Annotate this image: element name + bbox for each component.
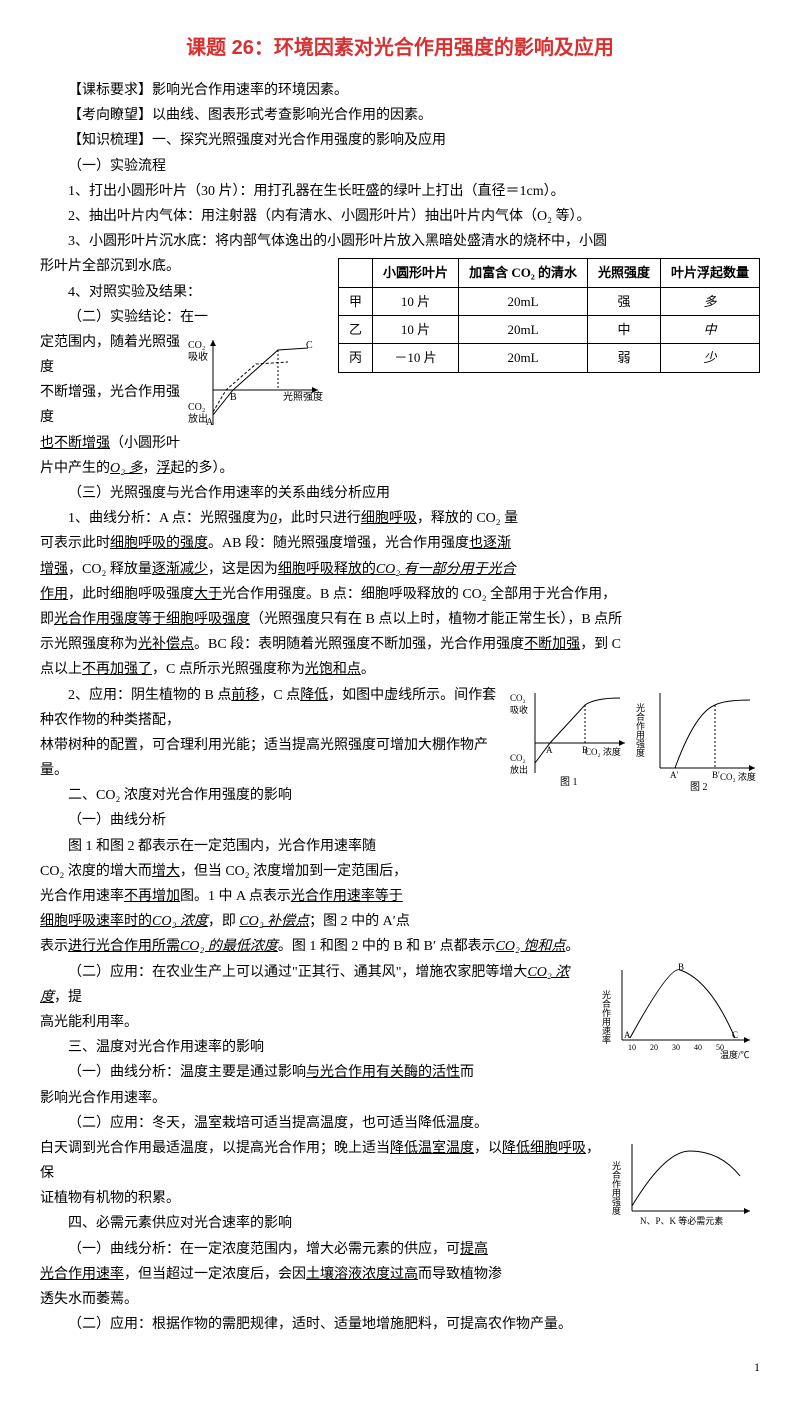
svg-text:20: 20 <box>650 1043 658 1052</box>
sec4-1c: 透失水而萎蔫。 <box>40 1287 760 1312</box>
step2: 2、抽出叶片内气体：用注射器（内有清水、小圆形叶片）抽出叶片内气体（O₂ 等）。 <box>40 204 760 229</box>
svg-text:A: A <box>624 1030 631 1040</box>
svg-text:A′: A′ <box>670 770 678 780</box>
chart-co2: CO₂ 吸收 CO₂ 放出 A B CO₂ 浓度 图 1 光合作用强度 A′ B… <box>510 683 760 793</box>
svg-text:放出: 放出 <box>188 412 208 425</box>
svg-text:C: C <box>306 340 313 351</box>
th1: 小圆形叶片 <box>373 259 459 287</box>
req: 【课标要求】影响光合作用速率的环境因素。 <box>40 78 760 103</box>
sec3-1b: 影响光合作用速率。 <box>40 1086 760 1111</box>
svg-text:CO₂: CO₂ <box>510 753 526 763</box>
sec4-1b: 光合作用速率，但当超过一定浓度后，会因土壤溶液浓度过高而导致植物渗 <box>40 1262 760 1287</box>
table-row: 乙 10 片 20mL 中 中 <box>339 316 760 344</box>
conclusion-c: 不断增强，光合作用强度 <box>40 380 760 430</box>
svg-text:温度/℃: 温度/℃ <box>720 1049 750 1060</box>
th2: 加富含 CO₂ 的清水 <box>459 259 588 287</box>
table-row: 甲 10 片 20mL 强 多 <box>339 287 760 315</box>
sec1: 【知识梳理】一、探究光照强度对光合作用强度的影响及应用 <box>40 128 760 153</box>
sec2-1b: CO₂ 浓度的增大而增大，但当 CO₂ 浓度增加到一定范围后， <box>40 859 760 884</box>
svg-text:吸收: 吸收 <box>188 350 208 363</box>
svg-text:B′: B′ <box>712 770 720 780</box>
step1: 1、打出小圆形叶片（30 片）：用打孔器在生长旺盛的绿叶上打出（直径＝1cm）。 <box>40 179 760 204</box>
curve1f: 示光照强度称为光补偿点。BC 段：表明随着光照强度不断加强，光合作用强度不断加强… <box>40 632 760 657</box>
sec1-1: （一）实验流程 <box>40 154 760 179</box>
svg-text:CO₂: CO₂ <box>188 402 205 413</box>
table-row: 丙 －10 片 20mL 弱 少 <box>339 344 760 372</box>
sec2-1a: 图 1 和图 2 都表示在一定范围内，光合作用速率随 <box>40 834 760 859</box>
th3: 光照强度 <box>587 259 660 287</box>
svg-text:图 1: 图 1 <box>560 776 578 788</box>
chart-temperature: 光合作用速率 10 20 30 40 50 温度/℃ A B C <box>600 960 760 1060</box>
svg-text:CO₂ 浓度: CO₂ 浓度 <box>720 771 756 782</box>
svg-text:C: C <box>732 1030 738 1040</box>
svg-text:光合作用强度: 光合作用强度 <box>611 1160 621 1216</box>
conclusion-d: 也不断增强（小圆形叶片中产生的O₂ 多，浮起的多）。 <box>40 431 760 481</box>
sec3-1: （一）曲线分析：温度主要是通过影响与光合作用有关酶的活性而 <box>40 1060 760 1085</box>
curve1b: 可表示此时细胞呼吸的强度。AB 段：随光照强度增强，光合作用强度也逐渐 <box>40 531 760 556</box>
svg-text:N、P、K 等必需元素: N、P、K 等必需元素 <box>640 1215 723 1226</box>
chart-nutrients: 光合作用强度 N、P、K 等必需元素 <box>610 1136 760 1231</box>
page-number: 1 <box>40 1357 760 1379</box>
step3a: 3、小圆形叶片沉水底：将内部气体逸出的小圆形叶片放入黑暗处盛清水的烧杯中，小圆 <box>40 229 760 254</box>
svg-text:10: 10 <box>628 1043 636 1052</box>
curve1g: 点以上不再加强了，C 点所示光照强度称为光饱和点。 <box>40 657 760 682</box>
outlook: 【考向瞭望】以曲线、图表形式考查影响光合作用的因素。 <box>40 103 760 128</box>
svg-text:光照强度: 光照强度 <box>283 390 323 403</box>
chart-light-intensity: CO₂ 吸收 CO₂ 放出 光照强度 A B C <box>188 330 328 440</box>
th0 <box>339 259 373 287</box>
experiment-table: 小圆形叶片 加富含 CO₂ 的清水 光照强度 叶片浮起数量 甲 10 片 20m… <box>338 258 760 373</box>
sec3-2: （二）应用：冬天，温室栽培可适当提高温度，也可适当降低温度。 <box>40 1111 760 1136</box>
curve1c: 增强，CO₂ 释放量逐渐减少，这是因为细胞呼吸释放的CO₂ 有一部分用于光合 <box>40 557 760 582</box>
svg-text:A: A <box>546 745 553 755</box>
sec2-1: （一）曲线分析 <box>40 808 760 833</box>
curve1d: 作用，此时细胞呼吸强度大于光合作用强度。B 点：细胞呼吸释放的 CO₂ 全部用于… <box>40 582 760 607</box>
svg-text:图 2: 图 2 <box>690 781 708 793</box>
svg-text:CO₂ 浓度: CO₂ 浓度 <box>585 746 621 757</box>
sec2-1d: 细胞呼吸速率时的CO₂ 浓度，即 CO₂ 补偿点；图 2 中的 A′点 <box>40 909 760 934</box>
svg-text:光合作用强度: 光合作用强度 <box>635 701 645 757</box>
svg-text:30: 30 <box>672 1043 680 1052</box>
sec1-3: （三）光照强度与光合作用速率的关系曲线分析应用 <box>40 481 760 506</box>
curve1: 1、曲线分析：A 点：光照强度为0，此时只进行细胞呼吸，释放的 CO₂ 量 <box>40 506 760 531</box>
svg-text:吸收: 吸收 <box>510 704 528 715</box>
sec4-2: （二）应用：根据作物的需肥规律，适时、适量地增施肥料，可提高农作物产量。 <box>40 1312 760 1337</box>
svg-text:40: 40 <box>694 1043 702 1052</box>
page-title: 课题 26：环境因素对光合作用强度的影响及应用 <box>40 30 760 66</box>
svg-text:A: A <box>206 417 214 428</box>
svg-text:B: B <box>678 962 684 972</box>
sec2-1e: 表示进行光合作用所需CO₂ 的最低浓度。图 1 和图 2 中的 B 和 B′ 点… <box>40 934 760 959</box>
th4: 叶片浮起数量 <box>660 259 759 287</box>
sec2-1c: 光合作用速率不再增加图。1 中 A 点表示光合作用速率等于 <box>40 884 760 909</box>
svg-text:CO₂: CO₂ <box>510 693 526 703</box>
curve1e: 即光合作用强度等于细胞呼吸强度（光照强度只有在 B 点以上时，植物才能正常生长）… <box>40 607 760 632</box>
svg-text:CO₂: CO₂ <box>188 340 205 351</box>
svg-text:光合作用速率: 光合作用速率 <box>601 988 611 1044</box>
svg-text:B: B <box>230 392 237 403</box>
sec4-1: （一）曲线分析：在一定浓度范围内，增大必需元素的供应，可提高 <box>40 1237 760 1262</box>
svg-text:放出: 放出 <box>510 764 528 775</box>
